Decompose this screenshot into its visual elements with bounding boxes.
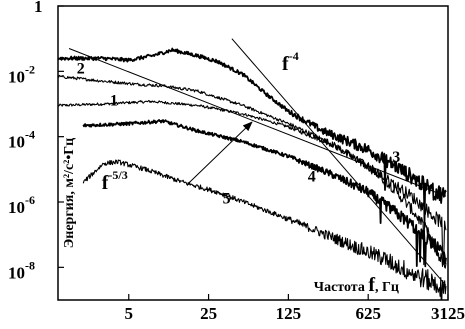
x-ticks-layer: 5 25 125 625 3125	[125, 294, 465, 323]
y-tick-label: 1	[34, 0, 43, 16]
y-tick-label: 10-8	[8, 258, 35, 282]
series-label-5: 5	[223, 190, 231, 207]
series-label-3: 3	[392, 149, 400, 166]
x-tick-label: 3125	[431, 304, 465, 323]
reference-label-2: f-4	[282, 49, 299, 75]
y-axis-title: Энергия, м²/с²•Гц	[62, 138, 77, 248]
y-tick-label: 10-4	[8, 128, 35, 152]
spectrum-line-5	[82, 159, 447, 300]
spectrum-line-4	[82, 119, 447, 268]
plot-frame	[57, 5, 449, 301]
y-tick-label: 10-6	[8, 193, 35, 217]
spectrum-line-3	[58, 47, 447, 224]
reference-line-1	[68, 48, 447, 197]
x-tick-label: 25	[200, 304, 217, 323]
reference-line-2	[231, 38, 447, 286]
series-layer	[58, 47, 447, 300]
reference-arrow-1	[189, 121, 253, 183]
series-label-4: 4	[308, 168, 316, 185]
x-tick-label: 625	[355, 304, 381, 323]
series-label-1: 1	[110, 92, 118, 109]
reference-lines-layer: f-5/3 f-4	[68, 38, 447, 286]
x-tick-label: 5	[125, 304, 134, 323]
x-tick-label: 125	[276, 304, 302, 323]
series-label-2: 2	[77, 60, 85, 77]
spectrum-line-1	[58, 99, 447, 269]
y-ticks-layer: 1 10-2 10-4 10-6 10-8	[8, 0, 64, 282]
y-tick-label: 10-2	[8, 62, 35, 86]
spectrum-line-2	[58, 74, 447, 266]
series-labels-layer: 1 2 3 4 5	[77, 60, 400, 207]
reference-label-1: f-5/3	[102, 168, 128, 194]
x-axis-title: Частота f, Гц	[314, 274, 399, 296]
